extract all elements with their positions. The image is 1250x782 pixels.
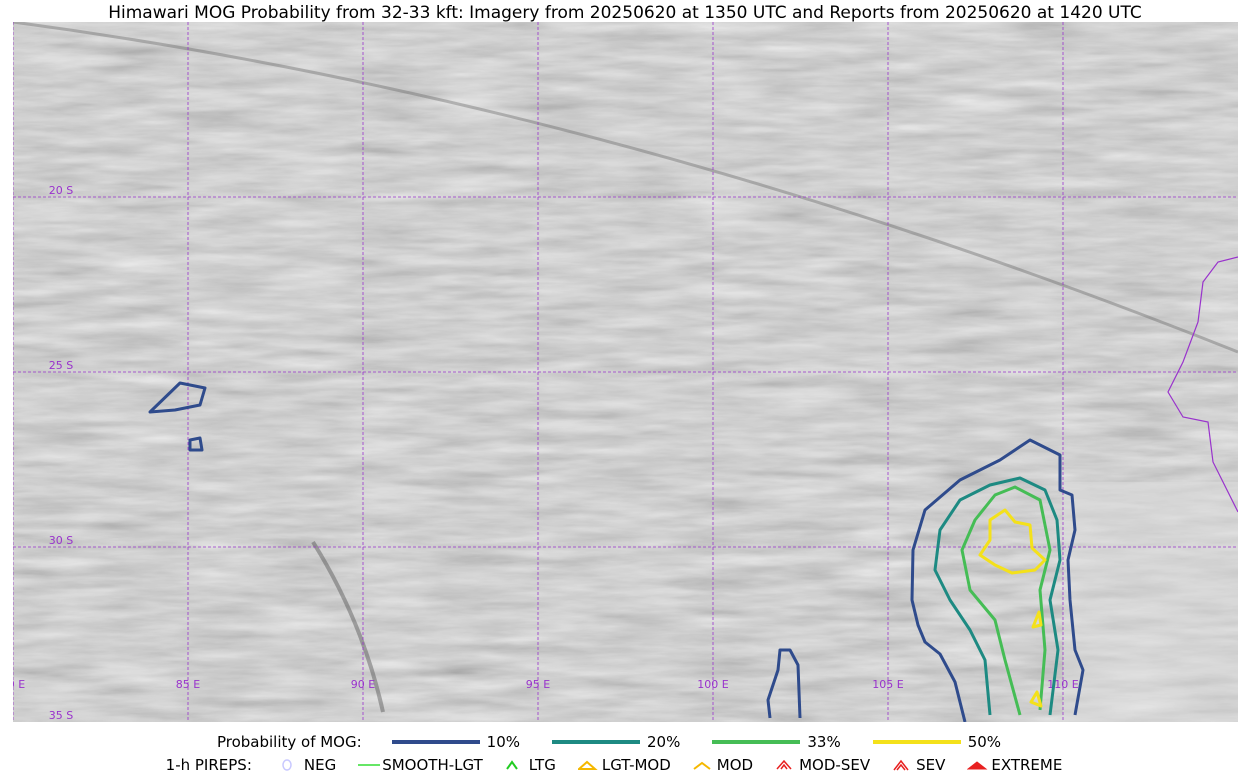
legend-label: EXTREME [991, 756, 1063, 774]
probability-contour [978, 508, 1047, 575]
legend-title: Probability of MOG: [216, 733, 362, 751]
probability-contour [960, 485, 1052, 716]
pirep-symbol [358, 764, 381, 766]
cloud-edge [311, 540, 385, 713]
pirep-symbol [282, 759, 292, 771]
legend-label: 20% [647, 733, 681, 751]
title: Himawari MOG Probability from 32-33 kft:… [108, 3, 1142, 23]
lon-label: 85 E [176, 678, 200, 691]
probability-legend: Probability of MOG: 10% 20% 33% 50% [0, 733, 1250, 751]
probability-contour [1029, 690, 1043, 708]
legend-label: 33% [807, 733, 841, 751]
legend-swatch [872, 740, 961, 744]
probability-contour [910, 438, 1085, 722]
lat-label: 30 S [49, 534, 73, 547]
probability-contour [933, 476, 1062, 716]
lon-label: 105 E [872, 678, 903, 691]
probability-contour [1031, 610, 1043, 629]
convective-cloud [1063, 482, 1238, 722]
pirep-symbol [776, 759, 792, 770]
lon-label: 80 E [13, 678, 25, 691]
pirep-symbol [505, 760, 518, 770]
lon-label: 100 E [697, 678, 728, 691]
legend-label: LGT-MOD [601, 756, 671, 774]
probability-contour [188, 436, 204, 452]
legend-label: 10% [486, 733, 521, 751]
probability-contour [766, 648, 802, 719]
legend-label: 50% [967, 733, 1002, 751]
lon-label: 90 E [351, 678, 375, 691]
legend-title: 1-h PIREPS: [165, 756, 252, 774]
legend-swatch [712, 740, 801, 744]
legend-label: LTG [528, 756, 556, 774]
legend-swatch [552, 740, 641, 744]
pirep-symbol [967, 761, 988, 770]
legend-label: MOD [716, 756, 754, 774]
probability-contour [148, 381, 207, 414]
legend-label: MOD-SEV [799, 756, 871, 774]
pirep-symbol [693, 761, 711, 770]
lon-label: 95 E [526, 678, 550, 691]
pireps-legend: 1-h PIREPS: NEG SMOOTH-LGT LTG LGT-MOD MOD MOD… [0, 756, 1250, 774]
legend-label: SMOOTH-LGT [382, 756, 483, 774]
lat-label: 20 S [49, 184, 73, 197]
legend-label: SEV [916, 756, 946, 774]
coastline [1167, 256, 1238, 513]
pirep-symbol [893, 759, 909, 771]
jet-streak [13, 22, 1238, 354]
lat-label: 25 S [49, 359, 73, 372]
pirep-symbol [577, 760, 598, 770]
lat-label: 35 S [49, 709, 73, 722]
legend-swatch [391, 740, 480, 744]
legend-label: NEG [303, 756, 337, 774]
